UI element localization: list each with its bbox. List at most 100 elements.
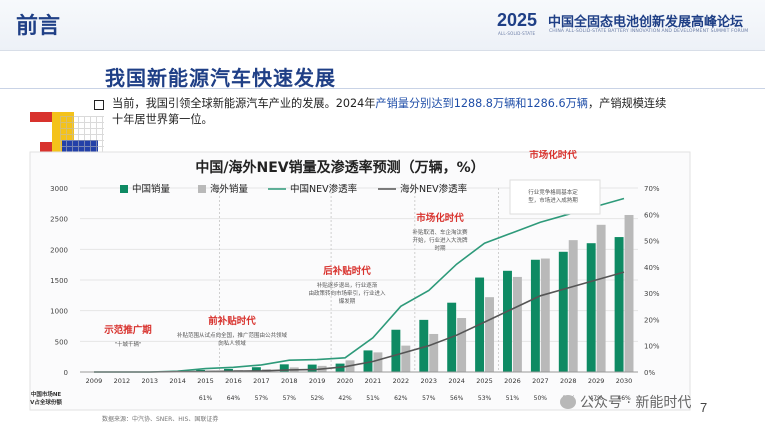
bar-china xyxy=(251,367,261,372)
bullet-text: 当前，我国引领全球新能源汽车产业的发展。2024年产销量分别达到1288.8万辆… xyxy=(112,96,672,128)
y-tick-label: 2500 xyxy=(50,216,68,224)
share-value: 51% xyxy=(506,395,520,402)
y2-tick-label: 20% xyxy=(644,316,660,324)
forum-name: 中国全固态电池创新发展高峰论坛 xyxy=(548,15,744,30)
era-name: 前补贴时代 xyxy=(208,315,256,327)
y2-tick-label: 0% xyxy=(644,369,655,377)
era-description: 补贴范围从试点向全国，推广范围由公共领域 xyxy=(177,331,288,339)
y2-tick-label: 50% xyxy=(644,238,660,246)
era-name: 市场化时代 xyxy=(529,150,577,161)
line-china-penetration xyxy=(94,197,625,373)
x-tick-label: 2028 xyxy=(560,377,577,385)
era-description: 爆发期 xyxy=(339,297,356,305)
era-description: 由政策转向市场牵引，行业进入 xyxy=(308,289,386,297)
y2-tick-label: 30% xyxy=(644,290,660,298)
wechat-icon xyxy=(560,395,576,409)
bar-china xyxy=(558,251,568,372)
bar-china xyxy=(279,364,289,372)
page-number: 7 xyxy=(700,400,708,415)
share-value: 56% xyxy=(450,395,464,402)
x-tick-label: 2027 xyxy=(532,377,549,385)
share-label-2: V占全球份额 xyxy=(30,398,62,406)
bar-china xyxy=(307,364,317,372)
era-description: 补贴取消、车企淘汰赛 xyxy=(412,228,468,236)
bullet-highlight: 产销量分别达到1288.8万辆和1286.6万辆 xyxy=(375,97,588,110)
y-tick-label: 2000 xyxy=(50,246,68,254)
x-tick-label: 2017 xyxy=(253,377,270,385)
bar-china xyxy=(586,243,596,372)
bullet-text-part2: ，产销规模连续十年居世界第一位。 xyxy=(112,97,667,126)
x-tick-label: 2022 xyxy=(393,377,410,385)
legend-swatch xyxy=(198,185,206,193)
decor-red-block xyxy=(30,112,52,122)
bar-overseas xyxy=(568,240,578,372)
share-value: 46% xyxy=(617,395,631,402)
x-tick-label: 2014 xyxy=(169,377,186,385)
share-value: 47% xyxy=(589,395,603,402)
share-value: 42% xyxy=(338,395,352,402)
share-value: 57% xyxy=(422,395,436,402)
forum-year-subtitle: ALL-SOLID-STATE xyxy=(498,31,536,36)
bar-china xyxy=(503,270,512,372)
share-value: 61% xyxy=(199,395,213,402)
bar-overseas xyxy=(373,352,383,372)
x-tick-label: 2012 xyxy=(114,377,131,385)
x-tick-label: 2020 xyxy=(337,377,354,385)
era-description: "十城千辆" xyxy=(114,340,141,348)
source-note: 数据来源：中汽协、SNER、HIS、国联证券 xyxy=(102,416,219,423)
x-tick-label: 2019 xyxy=(309,377,326,385)
forum-year: 2025 xyxy=(497,10,538,30)
bar-overseas xyxy=(596,224,606,372)
era-description: 型，市场进入成熟期 xyxy=(528,196,578,204)
bar-overseas xyxy=(401,345,411,372)
y-tick-label: 1500 xyxy=(50,277,68,285)
x-tick-label: 2009 xyxy=(86,377,103,385)
x-tick-label: 2021 xyxy=(365,377,382,385)
legend-label: 中国NEV渗透率 xyxy=(290,183,358,195)
y-tick-label: 3000 xyxy=(50,185,68,193)
bar-overseas xyxy=(512,276,522,372)
era-description: 开始，行业进入大洗牌 xyxy=(412,236,468,244)
era-name: 后补贴时代 xyxy=(323,265,371,277)
y2-tick-label: 70% xyxy=(644,185,660,193)
x-tick-label: 2029 xyxy=(588,377,605,385)
share-value: 57% xyxy=(255,395,269,402)
legend-label: 海外销量 xyxy=(210,183,249,195)
section-title: 我国新能源汽车快速发展 xyxy=(105,66,336,90)
x-tick-label: 2016 xyxy=(225,377,242,385)
bar-overseas xyxy=(457,318,467,372)
page-title: 前言 xyxy=(16,14,61,39)
y-tick-label: 0 xyxy=(64,369,68,377)
era-name: 市场化时代 xyxy=(416,212,464,224)
share-value: 57% xyxy=(283,395,297,402)
legend-swatch xyxy=(120,185,128,193)
share-value: 53% xyxy=(478,395,492,402)
y2-tick-label: 60% xyxy=(644,211,660,219)
x-tick-label: 2026 xyxy=(504,377,521,385)
bar-china xyxy=(391,329,401,372)
bar-china xyxy=(363,350,373,372)
y2-tick-label: 40% xyxy=(644,264,660,272)
bar-overseas xyxy=(540,258,550,372)
bar-china xyxy=(614,237,624,372)
bar-overseas xyxy=(624,214,634,372)
share-label: 中国市场NE xyxy=(31,390,62,398)
share-value: 64% xyxy=(227,395,241,402)
bar-china xyxy=(530,259,540,372)
era-name: 示范推广期 xyxy=(104,324,152,336)
x-tick-label: 2023 xyxy=(420,377,437,385)
x-tick-label: 2030 xyxy=(616,377,633,385)
bar-overseas xyxy=(429,333,439,372)
legend-label: 中国销量 xyxy=(132,183,171,195)
x-tick-label: 2013 xyxy=(141,377,158,385)
divider xyxy=(0,88,765,89)
share-value: 50% xyxy=(534,395,548,402)
share-value: 52% xyxy=(310,395,324,402)
x-tick-label: 2015 xyxy=(197,377,214,385)
legend-label: 海外NEV渗透率 xyxy=(400,183,468,195)
bar-overseas xyxy=(485,297,494,372)
share-value: 62% xyxy=(394,395,408,402)
chart-title: 中国/海外NEV销量及渗透率预测（万辆，%） xyxy=(195,159,484,176)
era-description: 补贴逐步退出，行业逐渐 xyxy=(317,281,378,289)
era-description: 向私人领域 xyxy=(218,339,246,347)
